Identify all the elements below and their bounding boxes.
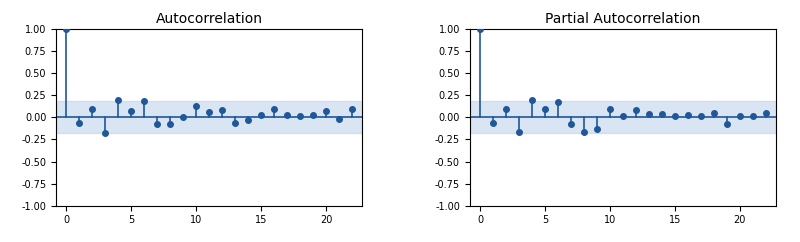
Title: Autocorrelation: Autocorrelation <box>156 13 262 26</box>
Title: Partial Autocorrelation: Partial Autocorrelation <box>545 13 701 26</box>
